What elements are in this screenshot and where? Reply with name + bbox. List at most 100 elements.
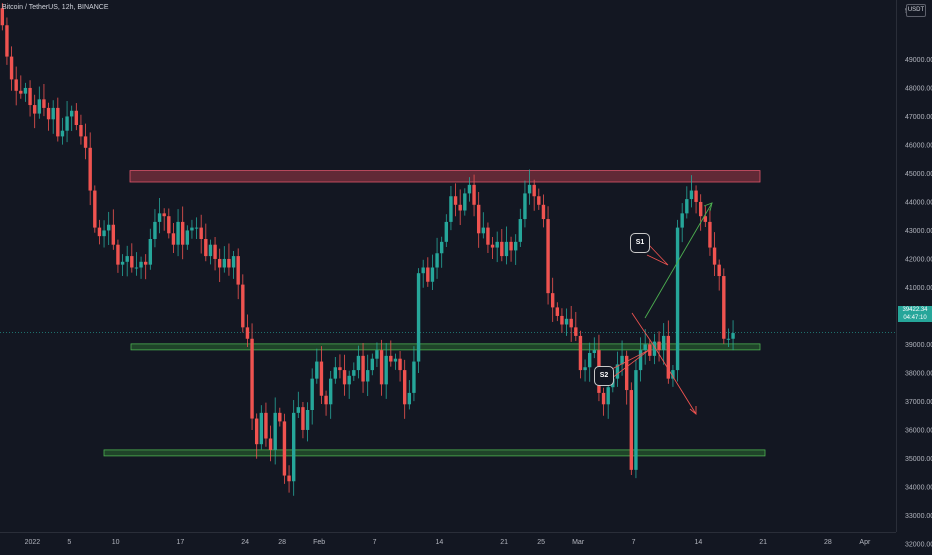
candle-body bbox=[245, 327, 250, 339]
candle-body bbox=[490, 244, 495, 248]
candle-body bbox=[574, 327, 578, 336]
candle-body bbox=[204, 239, 208, 257]
candle-body bbox=[624, 355, 629, 391]
candle-body bbox=[157, 213, 162, 222]
candle-body bbox=[356, 355, 361, 371]
candle-body bbox=[194, 227, 199, 229]
candle-body bbox=[648, 344, 652, 356]
x-tick-label: 21 bbox=[759, 539, 767, 546]
y-tick-label: 36000.00 bbox=[905, 427, 932, 434]
candle-body bbox=[629, 390, 634, 470]
candle-body bbox=[139, 261, 143, 268]
candle-body bbox=[148, 239, 153, 265]
candle-body bbox=[125, 256, 129, 262]
x-tick-label: 10 bbox=[112, 539, 120, 546]
candle-body bbox=[338, 367, 342, 371]
candle-body bbox=[56, 107, 60, 137]
y-tick-label: 42000.00 bbox=[905, 256, 932, 263]
candle-body bbox=[222, 258, 227, 268]
candle-body bbox=[592, 350, 597, 353]
candle-body bbox=[143, 261, 148, 265]
candle-body bbox=[370, 358, 375, 371]
note-s1[interactable]: S1 bbox=[630, 233, 650, 253]
candle-body bbox=[231, 256, 236, 268]
candle-body bbox=[671, 370, 675, 379]
candle-body bbox=[407, 392, 412, 405]
x-tick-label: 5 bbox=[67, 539, 71, 546]
candle-body bbox=[0, 8, 5, 26]
candle-body bbox=[342, 370, 347, 385]
y-tick-label: 34000.00 bbox=[905, 484, 932, 491]
candle-body bbox=[278, 412, 282, 422]
candle-body bbox=[698, 201, 703, 217]
x-tick-label: 24 bbox=[241, 539, 249, 546]
x-tick-label: 17 bbox=[176, 539, 184, 546]
candle-body bbox=[435, 253, 439, 268]
candle-body bbox=[555, 307, 560, 316]
callout-s1 bbox=[646, 244, 669, 266]
x-tick-label: Mar bbox=[572, 539, 585, 546]
candle-body bbox=[208, 244, 213, 257]
time-axis[interactable]: 2022 5 10 17 24 28 Feb 7 14 21 25 Mar 7 14 21 28 Apr bbox=[25, 539, 871, 546]
exchange-label: BINANCE bbox=[77, 4, 109, 11]
x-tick-label: 7 bbox=[373, 539, 377, 546]
candle-body bbox=[444, 221, 449, 242]
currency-badge[interactable]: USDT bbox=[906, 4, 926, 17]
candle-body bbox=[116, 244, 120, 265]
candle-body bbox=[5, 25, 9, 57]
y-tick-label: 46000.00 bbox=[905, 142, 932, 149]
candle-body bbox=[430, 267, 435, 282]
bearish-arrow-line bbox=[631, 312, 697, 415]
candle-body bbox=[217, 258, 222, 268]
candle-body bbox=[666, 335, 671, 379]
drawn-zones bbox=[103, 170, 766, 457]
y-tick-label: 47000.00 bbox=[905, 114, 932, 121]
candle-body bbox=[69, 110, 74, 117]
candle-body bbox=[712, 247, 717, 265]
y-tick-label: 44000.00 bbox=[905, 199, 932, 206]
candle-body bbox=[643, 344, 647, 351]
candle-body bbox=[467, 184, 472, 194]
candle-body bbox=[93, 190, 97, 228]
candle-body bbox=[301, 407, 305, 430]
candle-body bbox=[111, 224, 116, 245]
candle-body bbox=[560, 315, 564, 325]
candle-body bbox=[287, 475, 291, 482]
bullish-arrow-head bbox=[703, 202, 713, 212]
candle-body bbox=[60, 130, 65, 137]
candle-body bbox=[518, 219, 523, 242]
candle-body bbox=[291, 412, 296, 482]
candle-body bbox=[703, 216, 708, 222]
candle-body bbox=[717, 264, 721, 277]
candle-body bbox=[463, 193, 467, 211]
candle-body bbox=[578, 335, 583, 371]
candle-body bbox=[537, 196, 541, 205]
candle-body bbox=[439, 241, 444, 254]
symbol-header: Bitcoin / TetherUS, 12h, BINANCE bbox=[2, 4, 109, 11]
candle-body bbox=[472, 184, 476, 205]
candle-body bbox=[254, 418, 259, 445]
bullish-arrow-line bbox=[644, 202, 713, 319]
candle-body bbox=[375, 350, 379, 359]
candle-body bbox=[28, 87, 32, 106]
x-tick-label: 28 bbox=[824, 539, 832, 546]
candle-body bbox=[412, 361, 416, 393]
candle-body bbox=[694, 190, 698, 202]
candle-body bbox=[569, 318, 573, 328]
candle-body bbox=[79, 125, 83, 137]
candle-body bbox=[458, 204, 462, 211]
resistance-zone bbox=[129, 170, 761, 183]
bearish-arrow-head bbox=[689, 406, 697, 415]
y-tick-label: 41000.00 bbox=[905, 285, 932, 292]
x-tick-label: 7 bbox=[632, 539, 636, 546]
candle-body bbox=[513, 241, 518, 251]
candle-body bbox=[352, 370, 356, 376]
candle-body bbox=[402, 370, 407, 405]
candle-body bbox=[176, 221, 180, 245]
candle-body bbox=[426, 267, 430, 282]
bar-countdown: 04:47:10 bbox=[903, 315, 927, 321]
candle-body bbox=[153, 221, 157, 239]
note-s2[interactable]: S2 bbox=[594, 366, 614, 386]
